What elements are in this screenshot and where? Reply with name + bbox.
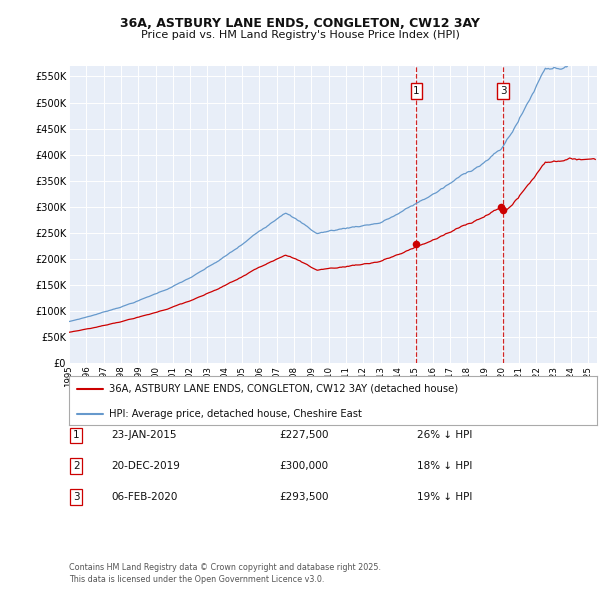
Text: 1: 1	[413, 86, 420, 96]
Point	[412, 240, 421, 249]
Text: Contains HM Land Registry data © Crown copyright and database right 2025.
This d: Contains HM Land Registry data © Crown c…	[69, 563, 381, 584]
Text: 18% ↓ HPI: 18% ↓ HPI	[417, 461, 472, 471]
Text: Price paid vs. HM Land Registry's House Price Index (HPI): Price paid vs. HM Land Registry's House …	[140, 30, 460, 40]
Text: 26% ↓ HPI: 26% ↓ HPI	[417, 431, 472, 440]
Text: 19% ↓ HPI: 19% ↓ HPI	[417, 492, 472, 502]
Text: 3: 3	[500, 86, 506, 96]
Text: 06-FEB-2020: 06-FEB-2020	[111, 492, 178, 502]
Text: 36A, ASTBURY LANE ENDS, CONGLETON, CW12 3AY (detached house): 36A, ASTBURY LANE ENDS, CONGLETON, CW12 …	[109, 384, 458, 394]
Text: 23-JAN-2015: 23-JAN-2015	[111, 431, 176, 440]
Text: 1: 1	[73, 431, 80, 440]
Text: £293,500: £293,500	[279, 492, 329, 502]
Point	[499, 205, 508, 215]
Text: £227,500: £227,500	[279, 431, 329, 440]
Text: 20-DEC-2019: 20-DEC-2019	[111, 461, 180, 471]
Text: £300,000: £300,000	[279, 461, 328, 471]
Text: HPI: Average price, detached house, Cheshire East: HPI: Average price, detached house, Ches…	[109, 409, 361, 419]
Text: 2: 2	[73, 461, 80, 471]
Text: 3: 3	[73, 492, 80, 502]
Point	[496, 202, 506, 211]
Text: 36A, ASTBURY LANE ENDS, CONGLETON, CW12 3AY: 36A, ASTBURY LANE ENDS, CONGLETON, CW12 …	[120, 17, 480, 30]
